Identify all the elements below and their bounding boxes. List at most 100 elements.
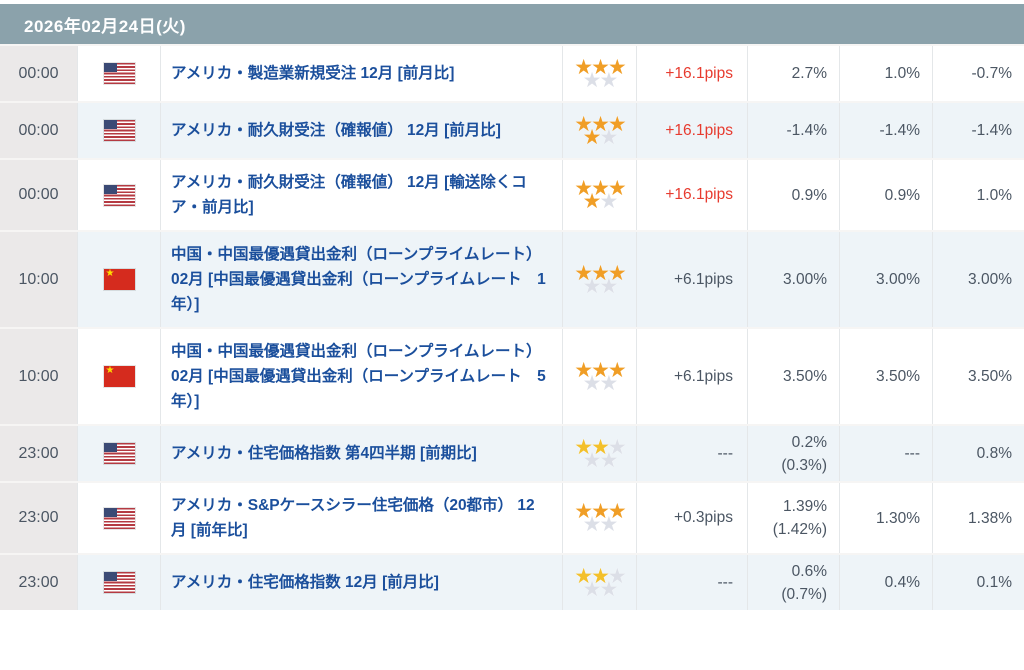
event-name-link[interactable]: アメリカ・S&Pケースシラー住宅価格（20都市） 12月 [前年比] xyxy=(171,497,535,539)
star-filled-icon: ★ xyxy=(574,358,593,382)
importance-stars-icon: ★ ★ ★ ★ ★ xyxy=(574,435,627,472)
result-value: -1.4% xyxy=(933,103,1024,158)
swing-pips: +6.1pips xyxy=(637,232,748,327)
result-value: 0.1% xyxy=(933,555,1024,610)
star-filled-icon: ★ xyxy=(574,261,593,285)
event-row: 23:00 アメリカ・S&Pケースシラー住宅価格（20都市） 12月 [前年比]… xyxy=(0,481,1024,553)
country-flag-icon-us xyxy=(103,63,135,84)
importance-stars-cell: ★ ★ ★ ★ ★ xyxy=(563,160,637,230)
swing-pips: +16.1pips xyxy=(637,103,748,158)
event-row: 00:00 アメリカ・耐久財受注（確報値） 12月 [前月比] ★ ★ ★ ★ ★ +… xyxy=(0,101,1024,158)
swing-pips: --- xyxy=(637,426,748,481)
country-flag-icon-us xyxy=(103,184,135,206)
star-filled-icon: ★ xyxy=(591,564,610,588)
country-flag-cell xyxy=(78,555,161,610)
country-flag-icon-us xyxy=(103,120,135,141)
country-flag-cell xyxy=(78,160,161,230)
country-flag-icon-us xyxy=(103,443,135,464)
event-time: 10:00 xyxy=(0,329,78,424)
importance-stars-icon: ★ ★ ★ ★ ★ xyxy=(574,177,627,212)
event-name-link[interactable]: アメリカ・製造業新規受注 12月 [前月比] xyxy=(171,65,455,82)
star-empty-icon: ★ xyxy=(582,448,602,472)
country-flag-cell xyxy=(78,103,161,158)
importance-stars-icon: ★ ★ ★ ★ ★ xyxy=(574,358,627,395)
star-filled-icon: ★ xyxy=(607,177,627,200)
previous-value: 3.50% xyxy=(748,329,840,424)
importance-stars-cell: ★ ★ ★ ★ ★ xyxy=(563,329,637,424)
star-filled-icon: ★ xyxy=(607,112,627,136)
star-filled-icon: ★ xyxy=(574,500,593,523)
previous-value: 3.00% xyxy=(748,232,840,327)
importance-stars-icon: ★ ★ ★ ★ ★ xyxy=(574,500,626,536)
event-time: 23:00 xyxy=(0,555,78,610)
star-empty-icon: ★ xyxy=(599,68,618,92)
country-flag-cell xyxy=(78,46,161,101)
swing-pips: +0.3pips xyxy=(637,483,748,553)
revised-value: (1.42%) xyxy=(772,521,827,538)
star-filled-icon: ★ xyxy=(591,261,610,285)
forecast-value: 1.30% xyxy=(840,483,933,553)
economic-calendar-table: 00:00 アメリカ・製造業新規受注 12月 [前月比] ★ ★ ★ ★ ★ +16.… xyxy=(0,44,1024,610)
event-name-link[interactable]: アメリカ・住宅価格指数 12月 [前月比] xyxy=(171,574,439,591)
result-value: 1.38% xyxy=(933,483,1024,553)
event-row: 10:00 中国・中国最優遇貸出金利（ローンプライムレート） 02月 [中国最優… xyxy=(0,230,1024,327)
result-value: 1.0% xyxy=(933,160,1024,230)
event-time: 00:00 xyxy=(0,103,78,158)
importance-stars-cell: ★ ★ ★ ★ ★ xyxy=(563,555,637,610)
swing-pips: --- xyxy=(637,555,748,610)
event-time: 00:00 xyxy=(0,160,78,230)
star-filled-icon: ★ xyxy=(591,177,610,200)
star-filled-icon: ★ xyxy=(574,55,593,79)
event-time: 00:00 xyxy=(0,46,78,101)
event-name-cell: アメリカ・住宅価格指数 12月 [前月比] xyxy=(161,555,563,610)
star-empty-icon: ★ xyxy=(599,577,618,601)
star-filled-icon: ★ xyxy=(591,358,610,382)
country-flag-cell xyxy=(78,329,161,424)
previous-value: 0.2% (0.3%) xyxy=(748,426,840,481)
result-value: 3.00% xyxy=(933,232,1024,327)
star-filled-icon: ★ xyxy=(574,112,593,136)
event-name-link[interactable]: 中国・中国最優遇貸出金利（ローンプライムレート） 02月 [中国最優遇貸出金利（… xyxy=(171,343,546,410)
star-filled-icon: ★ xyxy=(607,358,627,382)
star-filled-icon: ★ xyxy=(591,55,610,79)
star-filled-icon: ★ xyxy=(574,564,593,588)
star-empty-icon: ★ xyxy=(599,371,618,395)
event-name-link[interactable]: 中国・中国最優遇貸出金利（ローンプライムレート） 02月 [中国最優遇貸出金利（… xyxy=(171,246,546,313)
event-row: 00:00 アメリカ・耐久財受注（確報値） 12月 [輸送除くコア・前月比] ★… xyxy=(0,158,1024,230)
event-name-link[interactable]: アメリカ・耐久財受注（確報値） 12月 [前月比] xyxy=(171,122,501,139)
event-time: 23:00 xyxy=(0,426,78,481)
event-name-cell: アメリカ・製造業新規受注 12月 [前月比] xyxy=(161,46,563,101)
event-row: 10:00 中国・中国最優遇貸出金利（ローンプライムレート） 02月 [中国最優… xyxy=(0,327,1024,424)
star-empty-icon: ★ xyxy=(599,448,618,472)
country-flag-cell xyxy=(78,483,161,553)
country-flag-icon-us xyxy=(103,572,135,593)
forecast-value: 3.50% xyxy=(840,329,933,424)
star-empty-icon: ★ xyxy=(607,435,627,459)
event-row: 00:00 アメリカ・製造業新規受注 12月 [前月比] ★ ★ ★ ★ ★ +16.… xyxy=(0,44,1024,101)
importance-stars-icon: ★ ★ ★ ★ ★ xyxy=(574,112,627,149)
event-name-cell: アメリカ・耐久財受注（確報値） 12月 [輸送除くコア・前月比] xyxy=(161,160,563,230)
star-filled-icon: ★ xyxy=(582,125,602,149)
result-value: 0.8% xyxy=(933,426,1024,481)
star-empty-icon: ★ xyxy=(599,125,618,149)
event-name-link[interactable]: アメリカ・耐久財受注（確報値） 12月 [輸送除くコア・前月比] xyxy=(171,174,527,216)
country-flag-icon-cn xyxy=(103,365,135,387)
star-empty-icon: ★ xyxy=(582,274,602,298)
event-name-link[interactable]: アメリカ・住宅価格指数 第4四半期 [前期比] xyxy=(171,445,477,462)
previous-value: 2.7% xyxy=(748,46,840,101)
previous-value: -1.4% xyxy=(748,103,840,158)
country-flag-icon-us xyxy=(103,507,135,529)
country-flag-cell xyxy=(78,426,161,481)
star-empty-icon: ★ xyxy=(599,274,618,298)
result-value: -0.7% xyxy=(933,46,1024,101)
star-empty-icon: ★ xyxy=(582,68,602,92)
importance-stars-cell: ★ ★ ★ ★ ★ xyxy=(563,103,637,158)
result-value: 3.50% xyxy=(933,329,1024,424)
country-flag-icon-cn xyxy=(103,268,135,290)
swing-pips: +16.1pips xyxy=(637,46,748,101)
star-filled-icon: ★ xyxy=(574,177,593,200)
event-time: 23:00 xyxy=(0,483,78,553)
swing-pips: +16.1pips xyxy=(637,160,748,230)
importance-stars-cell: ★ ★ ★ ★ ★ xyxy=(563,46,637,101)
star-empty-icon: ★ xyxy=(599,513,618,536)
